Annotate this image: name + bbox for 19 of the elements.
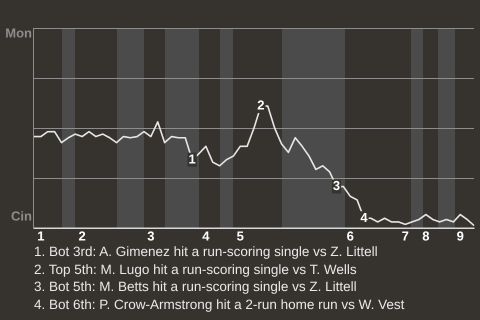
text: Cin — [11, 208, 32, 224]
x-tick-label: 6 — [346, 228, 354, 244]
text: 3. Bot 5th: M. Betts hit a run-scoring single vs Z. Littell — [34, 278, 358, 296]
annotation: 4 — [360, 210, 368, 225]
x-tick-label: 9 — [456, 228, 464, 244]
text: 1. Bot 3rd: A. Gimenez hit a run-scoring single vs Z. Littell — [34, 243, 379, 260]
x-tick-label: 7 — [402, 228, 409, 244]
x-tick-label: 8 — [422, 228, 430, 244]
x-tick-label: 4 — [202, 228, 210, 244]
text: Mon — [5, 26, 32, 41]
x-tick-label: 5 — [236, 228, 244, 244]
text: 4. Bot 6th: P. Crow-Armstrong hit a 2-run home run vs W. Vest — [34, 296, 404, 313]
annotation: 2 — [257, 98, 264, 113]
x-tick-label: 2 — [78, 228, 86, 244]
annotation: 3 — [332, 178, 340, 194]
x-tick-label: 1 — [37, 228, 44, 244]
text: 2. Top 5th: M. Lugo hit a run-scoring single vs T. Wells — [34, 260, 358, 278]
x-tick-label: 3 — [147, 228, 154, 244]
annotation: 1 — [188, 151, 196, 166]
